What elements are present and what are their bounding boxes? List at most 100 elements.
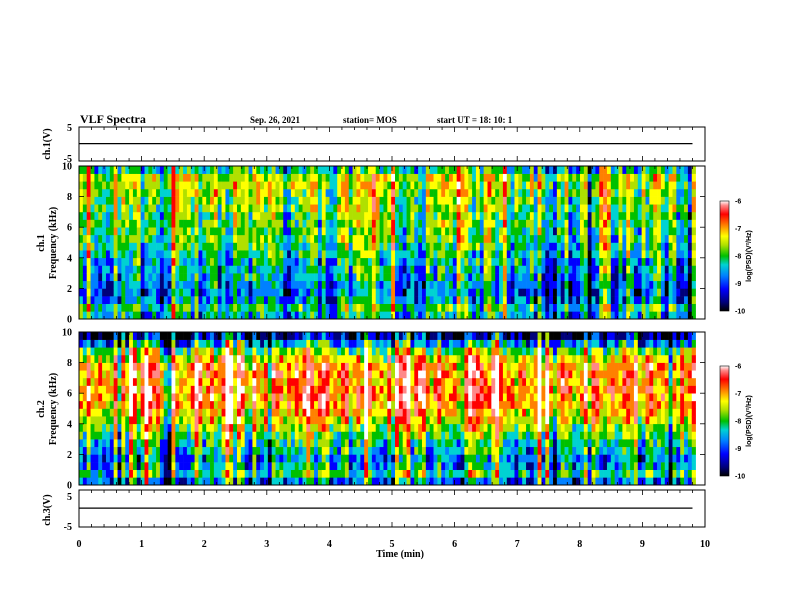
spectrogram-cell [429,288,434,297]
spectrogram-cell [94,462,99,470]
spectrogram-cell [283,454,288,463]
spectrogram-cell [129,469,134,478]
spectrogram-cell [402,288,407,297]
spectrogram-cell [298,188,303,197]
spectrogram-cell [98,393,103,402]
spectrogram-cell [614,250,619,259]
spectrogram-cell [248,377,253,386]
spectrogram-cell [213,400,219,409]
spectrogram-cell [518,234,523,243]
spectrogram-cell [364,423,369,432]
spectrogram-cell [414,288,419,297]
spectrogram-cell [221,339,226,348]
spectrogram-cell [329,339,334,348]
spectrogram-cell [102,211,107,220]
spectrogram-cell [433,288,438,297]
spectrogram-cell [344,477,350,486]
spectrogram-cell [171,196,176,205]
spectrogram-cell [610,296,615,304]
spectrogram-cell [125,477,130,486]
spectrogram-cell [314,354,319,363]
spectrogram-cell [325,469,330,478]
spectrogram-cell [437,196,442,205]
spectrogram-cell [136,469,141,478]
spectrogram-cell [460,181,465,190]
spectrogram-cell [179,354,184,363]
spectrogram-cell [360,377,365,386]
spectrogram-cell [194,204,199,213]
spectrogram-cell [217,265,222,274]
spectrogram-cell [341,166,346,174]
frequency-tick-label: 6 [67,223,72,234]
spectrogram-cell [610,242,615,251]
spectrogram-cell [198,400,203,409]
spectrogram-cell [664,234,669,243]
spectrogram-cell [321,332,326,340]
spectrogram-cell [294,477,299,486]
spectrogram-cell [310,280,315,289]
spectrogram-cell [375,311,380,320]
spectrogram-cell [433,280,438,289]
spectrogram-cell [429,173,434,182]
spectrogram-cell [356,181,361,190]
spectrogram-cell [248,385,253,394]
spectrogram-cell [356,370,361,379]
spectrogram-cell [314,219,319,228]
spectrogram-cell [375,477,380,486]
spectrogram-cell [614,188,619,197]
spectrogram-cell [121,408,126,417]
spectrogram-cell [271,454,276,463]
spectrogram-cell [256,250,261,259]
spectrogram-cell [279,196,284,205]
spectrogram-cell [514,204,519,213]
spectrogram-cell [429,166,434,174]
spectrogram-cell [364,439,369,448]
spectrogram-cell [344,354,350,363]
spectrogram-cell [606,173,612,182]
spectrogram-cell [622,227,627,236]
spectrogram-cell [664,280,669,289]
spectrogram-cell [668,173,673,182]
spectrogram-cell [568,303,573,312]
spectrogram-cell [167,462,172,470]
spectrogram-cell [660,166,666,174]
spectrogram-cell [298,393,303,402]
spectrogram-cell [329,273,334,282]
spectrogram-cell [294,288,299,297]
spectrogram-cell [132,385,138,394]
spectrogram-cell [210,188,215,197]
spectrogram-cell [418,234,423,243]
spectrogram-cell [587,219,592,228]
spectrogram-cell [102,257,107,266]
spectrogram-cell [398,204,404,213]
spectrogram-cell [321,370,326,379]
spectrogram-cell [206,362,211,371]
spectrogram-cell [317,469,323,478]
spectrogram-cell [348,280,353,289]
spectrogram-cell [198,354,203,363]
spectrogram-cell [348,242,353,251]
spectrogram-cell [306,242,311,251]
spectrogram-cell [510,188,515,197]
spectrogram-cell [383,280,388,289]
spectrogram-cell [298,250,303,259]
spectrogram-cell [325,242,330,251]
spectrogram-cell [186,408,192,417]
spectrogram-cell [221,370,226,379]
spectrogram-cell [140,311,145,320]
spectrogram-cell [398,311,404,320]
spectrogram-cell [348,303,353,312]
spectrogram-cell [206,273,211,282]
spectrogram-cell [306,370,311,379]
spectrogram-cell [456,173,461,182]
spectrogram-cell [314,242,319,251]
spectrogram-cell [217,347,222,356]
spectrogram-cell [657,311,662,320]
spectrogram-cell [237,181,242,190]
spectrogram-cell [233,303,238,312]
spectrogram-cell [125,377,130,386]
spectrogram-cell [549,196,554,205]
spectrogram-cell [541,280,546,289]
spectrogram-cell [522,234,527,243]
spectrogram-cell [533,250,538,259]
